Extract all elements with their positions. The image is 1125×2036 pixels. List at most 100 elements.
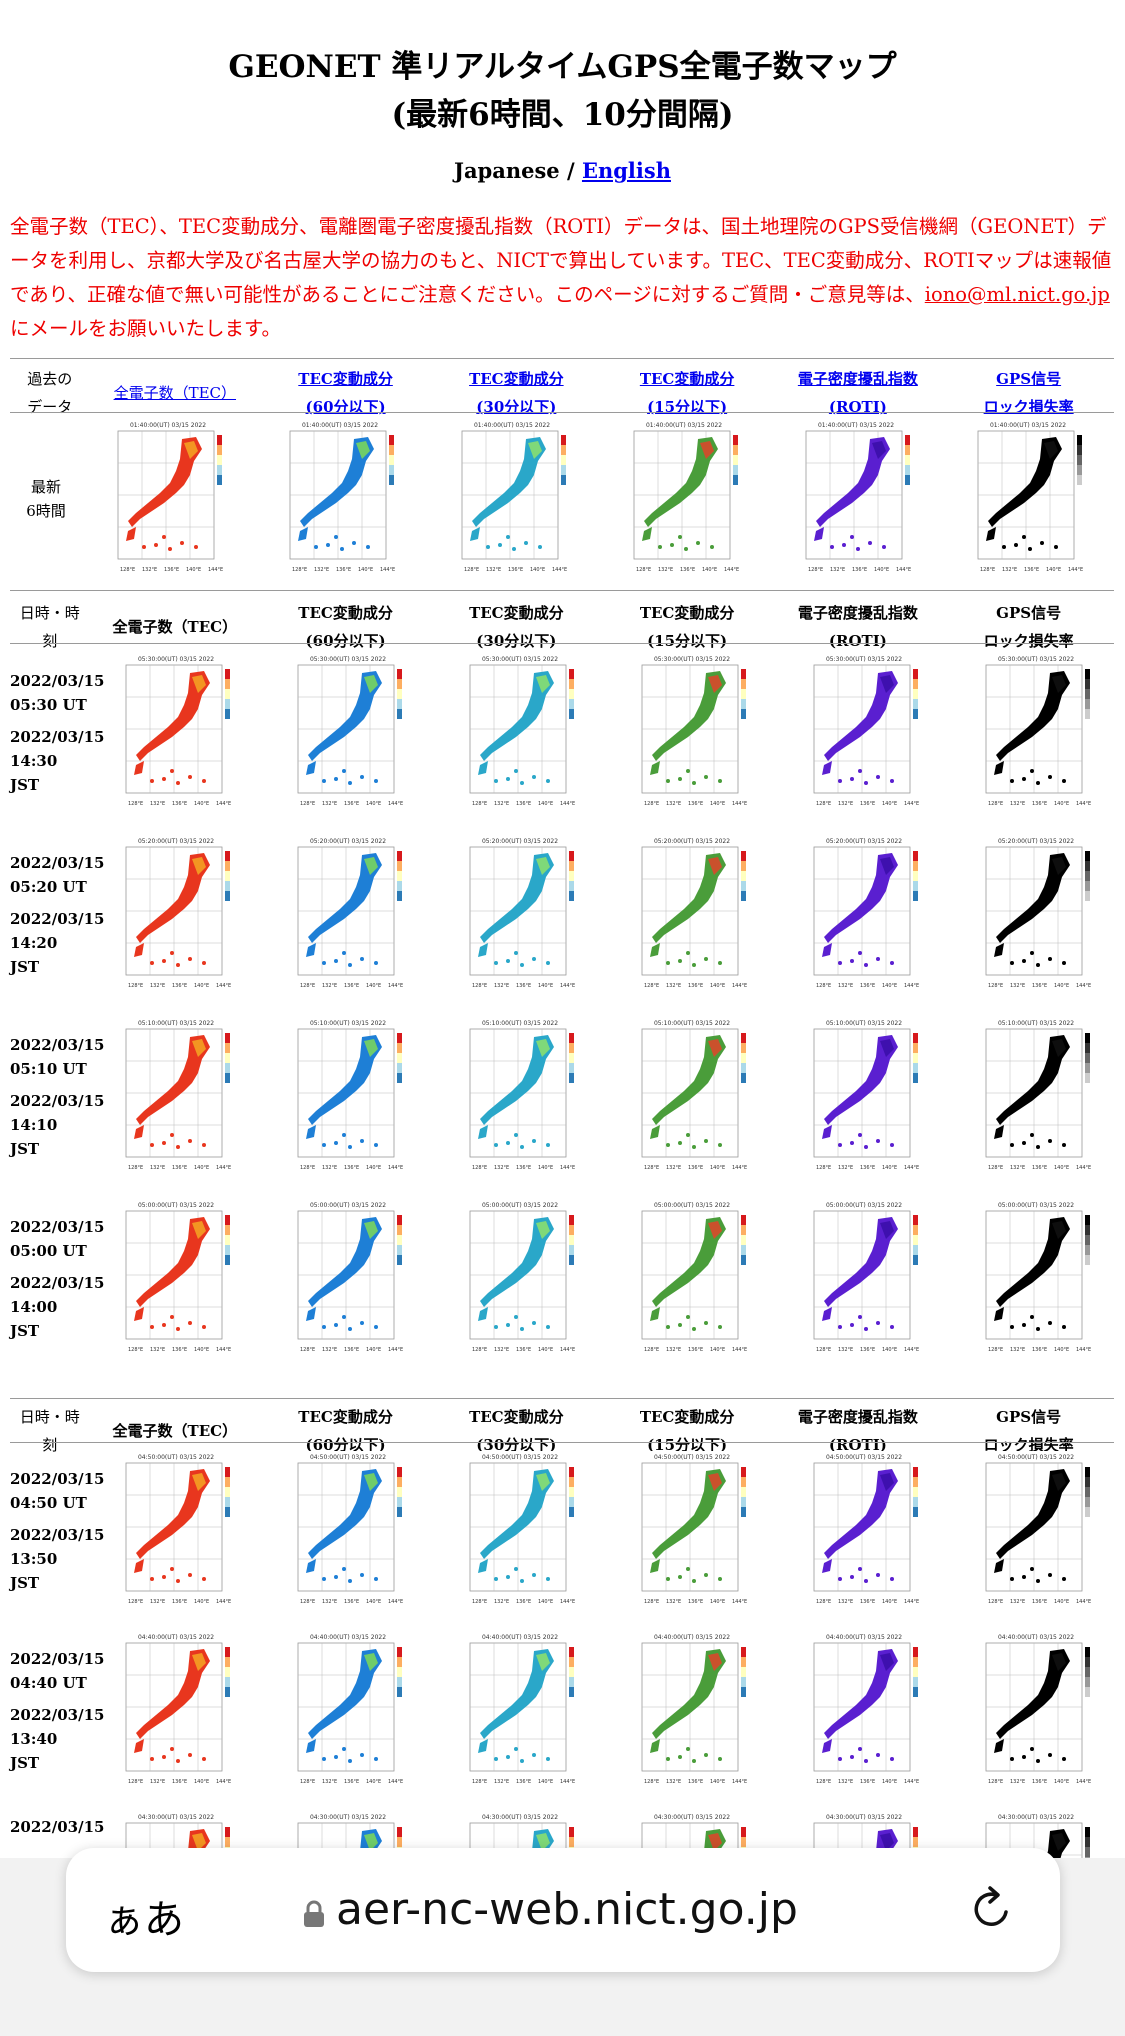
map-cell-tec[interactable]: 05:00:00(UT) 03/15 2022 128°E 132°E 136°E 14… — [90, 1196, 262, 1361]
header-cell-date: 日時・時刻 — [10, 594, 89, 660]
header-cell-3[interactable]: TEC変動成分 (15分以下) — [602, 360, 773, 426]
tec-map-image: 05:30:00(UT) 03/15 2022 128°E 132°E 136°E 14… — [628, 652, 756, 813]
tec-map-image: 04:50:00(UT) 03/15 2022 128°E 132°E 136°E 14… — [284, 1450, 412, 1611]
svg-text:128°E: 128°E — [816, 1779, 831, 1785]
svg-text:140°E: 140°E — [530, 567, 545, 573]
map-cell-tec[interactable]: 04:40:00(UT) 03/15 2022 128°E 132°E 136°E 14… — [90, 1628, 262, 1793]
map-cell-lol[interactable]: 05:10:00(UT) 03/15 2022 128°E 132°E 136°E 14… — [950, 1014, 1122, 1179]
svg-text:128°E: 128°E — [988, 1165, 1003, 1171]
header-cell-2[interactable]: TEC変動成分 (30分以下) — [431, 360, 602, 426]
row-maps: 04:50:00(UT) 03/15 2022 128°E 132°E 136°E 14… — [90, 1448, 1122, 1613]
map-cell-roti[interactable]: 04:40:00(UT) 03/15 2022 128°E 132°E 136°E 14… — [778, 1628, 950, 1793]
map-cell-dtec30[interactable]: 05:10:00(UT) 03/15 2022 128°E 132°E 136°E 14… — [434, 1014, 606, 1179]
map-cell-dtec60[interactable]: 04:50:00(UT) 03/15 2022 128°E 132°E 136°E 14… — [262, 1448, 434, 1613]
map-cell-dtec30[interactable]: 05:20:00(UT) 03/15 2022 128°E 132°E 136°E 14… — [434, 832, 606, 997]
map-cell-dtec60[interactable]: 04:40:00(UT) 03/15 2022 128°E 132°E 136°E 14… — [262, 1628, 434, 1793]
tec-map-image: 04:50:00(UT) 03/15 2022 128°E 132°E 136°E 14… — [972, 1450, 1100, 1611]
header-link[interactable]: TEC変動成分 — [298, 370, 393, 388]
svg-text:140°E: 140°E — [710, 1347, 725, 1353]
reload-icon[interactable] — [966, 1884, 1016, 1934]
header-cell-4[interactable]: 電子密度擾乱指数 (ROTI) — [772, 360, 943, 426]
map-time-label: 05:00:00(UT) 03/15 2022 — [482, 1202, 558, 1209]
map-cell-dtec30[interactable]: 04:40:00(UT) 03/15 2022 128°E 132°E 136°E 14… — [434, 1628, 606, 1793]
header-link[interactable]: (ROTI) — [828, 398, 887, 416]
map-cell-dtec60[interactable]: 05:00:00(UT) 03/15 2022 128°E 132°E 136°E 14… — [262, 1196, 434, 1361]
map-cell-roti[interactable]: 04:50:00(UT) 03/15 2022 128°E 132°E 136°E 14… — [778, 1448, 950, 1613]
map-cell-lol[interactable]: 05:00:00(UT) 03/15 2022 128°E 132°E 136°E 14… — [950, 1196, 1122, 1361]
map-cell-lol[interactable]: 04:40:00(UT) 03/15 2022 128°E 132°E 136°E 14… — [950, 1628, 1122, 1793]
map-cell-roti[interactable]: 05:30:00(UT) 03/15 2022 128°E 132°E 136°E 14… — [778, 650, 950, 815]
svg-text:144°E: 144°E — [388, 983, 403, 989]
svg-text:132°E: 132°E — [322, 801, 337, 807]
header-link[interactable]: (60分以下) — [305, 398, 386, 416]
table-row: 2022/03/15 04:50 UT 2022/03/15 13:50 JST 04:5… — [10, 1448, 1114, 1613]
map-cell-dtec15[interactable]: 05:20:00(UT) 03/15 2022 128°E 132°E 136°E 14… — [606, 832, 778, 997]
header-link[interactable]: TEC変動成分 — [639, 370, 735, 388]
tec-map-image: 05:20:00(UT) 03/15 2022 128°E 132°E 136°E 14… — [972, 834, 1100, 995]
map-cell-lol[interactable]: 05:30:00(UT) 03/15 2022 128°E 132°E 136°E 14… — [950, 650, 1122, 815]
svg-text:128°E: 128°E — [128, 1347, 143, 1353]
svg-text:136°E: 136°E — [860, 1779, 875, 1785]
map-cell-dtec60[interactable]: 05:30:00(UT) 03/15 2022 128°E 132°E 136°E 14… — [262, 650, 434, 815]
lang-english-link[interactable]: English — [581, 158, 671, 183]
svg-text:128°E: 128°E — [816, 801, 831, 807]
svg-text:128°E: 128°E — [128, 1165, 143, 1171]
header-link[interactable]: GPS信号 — [996, 370, 1062, 388]
map-cell-roti[interactable]: 05:10:00(UT) 03/15 2022 128°E 132°E 136°E 14… — [778, 1014, 950, 1179]
map-time-label: 04:40:00(UT) 03/15 2022 — [998, 1634, 1074, 1641]
map-cell-lol[interactable]: 01:40:00(UT) 03/15 2022 128°E 132°E 136°E 14… — [942, 416, 1114, 581]
map-cell-dtec15[interactable]: 04:40:00(UT) 03/15 2022 128°E 132°E 136°E 14… — [606, 1628, 778, 1793]
header-link[interactable]: 全電子数（TEC） — [113, 384, 237, 402]
map-cell-dtec30[interactable]: 04:50:00(UT) 03/15 2022 128°E 132°E 136°E 14… — [434, 1448, 606, 1613]
url-text[interactable]: aer-nc-web.nict.go.jp — [336, 1884, 798, 1935]
map-cell-roti[interactable]: 05:20:00(UT) 03/15 2022 128°E 132°E 136°E 14… — [778, 832, 950, 997]
map-cell-dtec60[interactable]: 05:20:00(UT) 03/15 2022 128°E 132°E 136°E 14… — [262, 832, 434, 997]
date-jst: JST — [10, 1139, 40, 1158]
map-time-label: 05:10:00(UT) 03/15 2022 — [654, 1020, 730, 1027]
svg-text:128°E: 128°E — [816, 1347, 831, 1353]
date-ut: 2022/03/15 — [10, 1469, 105, 1488]
header-link[interactable]: ロック損失率 — [983, 398, 1074, 416]
map-cell-dtec60[interactable]: 01:40:00(UT) 03/15 2022 128°E 132°E 136°E 14… — [254, 416, 426, 581]
map-cell-dtec15[interactable]: 05:10:00(UT) 03/15 2022 128°E 132°E 136°E 14… — [606, 1014, 778, 1179]
header-link[interactable]: (30分以下) — [476, 398, 557, 416]
map-cell-tec[interactable]: 04:50:00(UT) 03/15 2022 128°E 132°E 136°E 14… — [90, 1448, 262, 1613]
map-cell-dtec30[interactable]: 05:30:00(UT) 03/15 2022 128°E 132°E 136°E 14… — [434, 650, 606, 815]
header-text: (60分以下) — [305, 632, 386, 650]
svg-text:128°E: 128°E — [988, 983, 1003, 989]
header-cell-5[interactable]: GPS信号ロック損失率 — [943, 360, 1114, 426]
map-cell-roti[interactable]: 01:40:00(UT) 03/15 2022 128°E 132°E 136°E 14… — [770, 416, 942, 581]
map-cell-dtec30[interactable]: 01:40:00(UT) 03/15 2022 128°E 132°E 136°E 14… — [426, 416, 598, 581]
map-cell-dtec15[interactable]: 05:00:00(UT) 03/15 2022 128°E 132°E 136°E 14… — [606, 1196, 778, 1361]
header-text: (ROTI) — [828, 1436, 887, 1454]
map-cell-lol[interactable]: 05:20:00(UT) 03/15 2022 128°E 132°E 136°E 14… — [950, 832, 1122, 997]
header-cell-0[interactable]: 全電子数（TEC） — [89, 360, 260, 426]
map-cell-lol[interactable]: 04:50:00(UT) 03/15 2022 128°E 132°E 136°E 14… — [950, 1448, 1122, 1613]
map-cell-dtec30[interactable]: 05:00:00(UT) 03/15 2022 128°E 132°E 136°E 14… — [434, 1196, 606, 1361]
reader-text-size-button[interactable]: ぁあ — [104, 1897, 184, 1943]
map-cell-dtec60[interactable]: 05:10:00(UT) 03/15 2022 128°E 132°E 136°E 14… — [262, 1014, 434, 1179]
header-link[interactable]: (15分以下) — [647, 398, 728, 416]
svg-text:128°E: 128°E — [292, 567, 307, 573]
tec-map-image: 01:40:00(UT) 03/15 2022 128°E 132°E 136°E 14… — [448, 418, 576, 579]
map-cell-tec[interactable]: 05:20:00(UT) 03/15 2022 128°E 132°E 136°E 14… — [90, 832, 262, 997]
header-link[interactable]: 電子密度擾乱指数 — [797, 370, 918, 388]
svg-text:128°E: 128°E — [300, 1347, 315, 1353]
header-link[interactable]: TEC変動成分 — [469, 370, 564, 388]
date-jst: JST — [10, 1753, 40, 1772]
header-cell-1[interactable]: TEC変動成分 (60分以下) — [260, 360, 431, 426]
date-jst: 13:40 — [10, 1729, 58, 1748]
map-cell-tec[interactable]: 05:10:00(UT) 03/15 2022 128°E 132°E 136°E 14… — [90, 1014, 262, 1179]
map-cell-dtec15[interactable]: 01:40:00(UT) 03/15 2022 128°E 132°E 136°E 14… — [598, 416, 770, 581]
map-cell-tec[interactable]: 01:40:00(UT) 03/15 2022 128°E 132°E 136°E 14… — [82, 416, 254, 581]
map-cell-roti[interactable]: 05:00:00(UT) 03/15 2022 128°E 132°E 136°E 14… — [778, 1196, 950, 1361]
map-cell-dtec15[interactable]: 05:30:00(UT) 03/15 2022 128°E 132°E 136°E 14… — [606, 650, 778, 815]
svg-text:128°E: 128°E — [120, 567, 135, 573]
svg-text:132°E: 132°E — [1010, 1779, 1025, 1785]
email-link[interactable]: iono@ml.nict.go.jp — [924, 283, 1110, 306]
address-bar[interactable] — [66, 1848, 1060, 1972]
map-cell-tec[interactable]: 05:30:00(UT) 03/15 2022 128°E 132°E 136°E 14… — [90, 650, 262, 815]
map-cell-dtec15[interactable]: 04:50:00(UT) 03/15 2022 128°E 132°E 136°E 14… — [606, 1448, 778, 1613]
header-text: 全電子数（TEC） — [112, 618, 238, 636]
svg-text:140°E: 140°E — [538, 983, 553, 989]
